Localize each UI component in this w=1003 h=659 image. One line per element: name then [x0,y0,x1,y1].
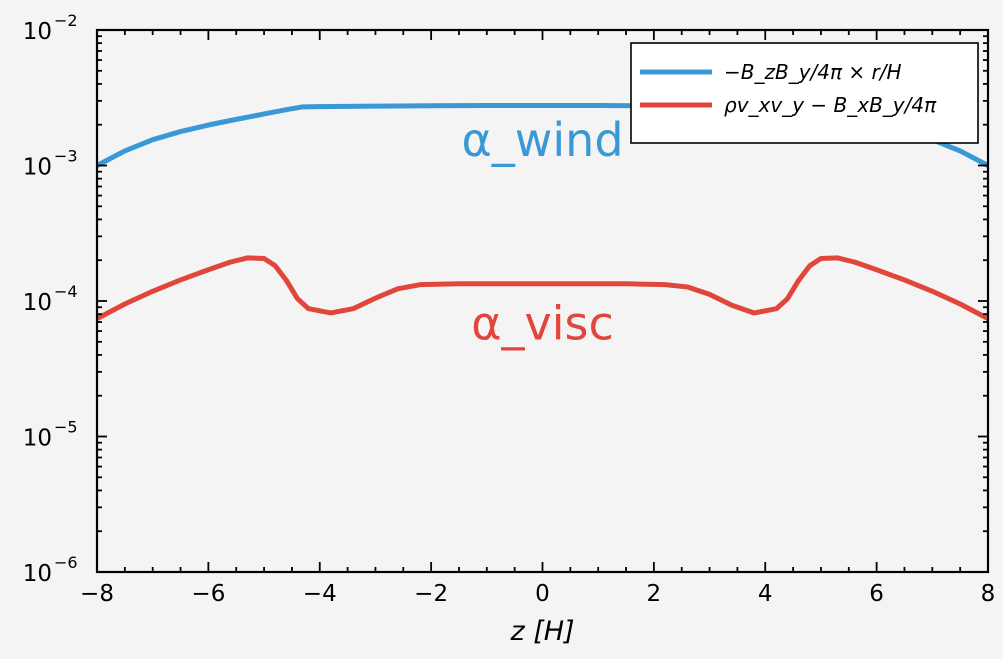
y-tick-label: 10 [23,426,52,452]
legend-entry: ρv_xv_y − B_xB_y/4π [724,93,937,117]
annotation-label: α_wind [461,113,623,167]
x-tick-label: −6 [191,581,225,607]
x-tick-label: −8 [80,581,114,607]
annotation-label: α_visc [471,296,614,350]
plot-area-frame [95,28,990,574]
y-tick-exponent: −3 [54,147,78,166]
x-tick-label: 2 [647,581,662,607]
y-tick-exponent: −5 [54,418,78,437]
legend-entry: −B_zB_y/4π × r/H [724,60,902,84]
x-tick-label: −4 [303,581,337,607]
y-tick-label: 10 [23,19,52,45]
x-tick-label: 4 [758,581,773,607]
x-tick-label: −2 [414,581,448,607]
y-tick-exponent: −2 [54,11,78,30]
x-tick-label: 8 [981,581,996,607]
y-tick-label: 10 [23,561,52,587]
series-line-2 [95,255,990,321]
x-axis-label: z [H] [509,616,574,647]
x-tick-label: 6 [869,581,884,607]
x-tick-label: 0 [535,581,550,607]
y-tick-exponent: −4 [54,282,78,301]
legend-box [630,42,979,144]
y-tick-label: 10 [23,290,52,316]
y-tick-label: 10 [23,155,52,181]
y-tick-exponent: −6 [54,553,78,572]
